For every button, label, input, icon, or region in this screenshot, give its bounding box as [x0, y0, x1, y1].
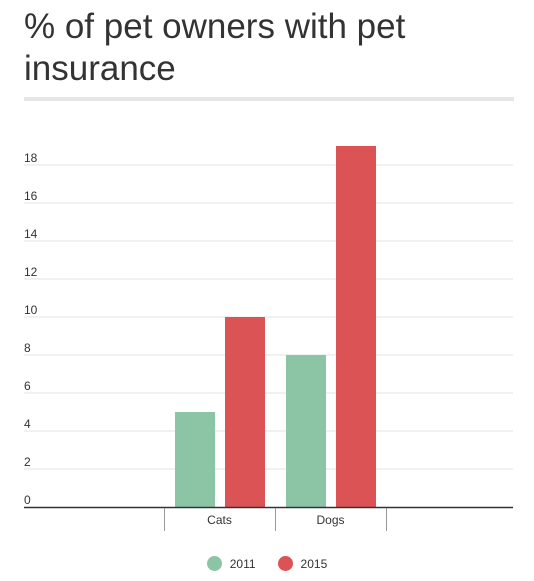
- y-tick-label-4: 4: [24, 417, 31, 431]
- y-tick-label-6: 6: [24, 379, 31, 393]
- legend-swatch-2015: [277, 556, 293, 571]
- legend-swatch-2011: [206, 556, 222, 571]
- bar-dogs-2011: [286, 355, 326, 507]
- y-tick-label-12: 12: [24, 265, 38, 279]
- legend-item-2015: 2015: [277, 556, 328, 571]
- x-axis: Cats Dogs: [24, 506, 513, 531]
- y-tick-label-8: 8: [24, 341, 31, 355]
- bars: [175, 146, 376, 507]
- y-tick-label-18: 18: [24, 151, 38, 165]
- y-tick-label-14: 14: [24, 227, 38, 241]
- legend-item-2011: 2011: [206, 556, 256, 571]
- chart-title: % of pet owners with pet insurance: [24, 7, 406, 88]
- gridlines: [24, 164, 513, 470]
- x-tick-label-dogs: Dogs: [316, 513, 344, 527]
- legend-label-2011: 2011: [229, 556, 256, 571]
- y-tick-label-10: 10: [24, 303, 38, 317]
- x-tick-label-cats: Cats: [207, 513, 232, 527]
- y-axis-ticks: 0 2 4 6 8 10 12 14 16 18: [24, 151, 38, 507]
- title-divider: [24, 97, 514, 101]
- bar-cats-2015: [225, 317, 265, 507]
- y-tick-label-0: 0: [24, 493, 31, 507]
- y-tick-label-2: 2: [24, 455, 31, 469]
- bar-dogs-2015: [336, 146, 376, 507]
- y-tick-label-16: 16: [24, 189, 38, 203]
- bar-chart: 0 2 4 6 8 10 12 14 16 18 Cats Dogs: [24, 146, 513, 531]
- bar-cats-2011: [175, 412, 215, 507]
- legend-label-2015: 2015: [300, 556, 328, 571]
- legend: 2011 2015: [0, 556, 534, 571]
